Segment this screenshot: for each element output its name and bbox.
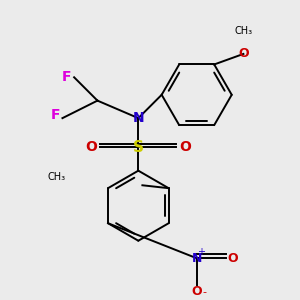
Text: CH₃: CH₃ <box>47 172 66 182</box>
Text: O: O <box>238 47 249 60</box>
Text: O: O <box>228 252 238 265</box>
Text: +: + <box>197 247 205 257</box>
Text: S: S <box>133 140 144 155</box>
Text: O: O <box>86 140 98 154</box>
Text: F: F <box>62 70 72 84</box>
Text: O: O <box>179 140 191 154</box>
Text: -: - <box>203 287 207 297</box>
Text: N: N <box>191 252 202 265</box>
Text: O: O <box>191 285 202 298</box>
Text: N: N <box>133 111 144 125</box>
Text: CH₃: CH₃ <box>234 26 253 36</box>
Text: F: F <box>50 108 60 122</box>
